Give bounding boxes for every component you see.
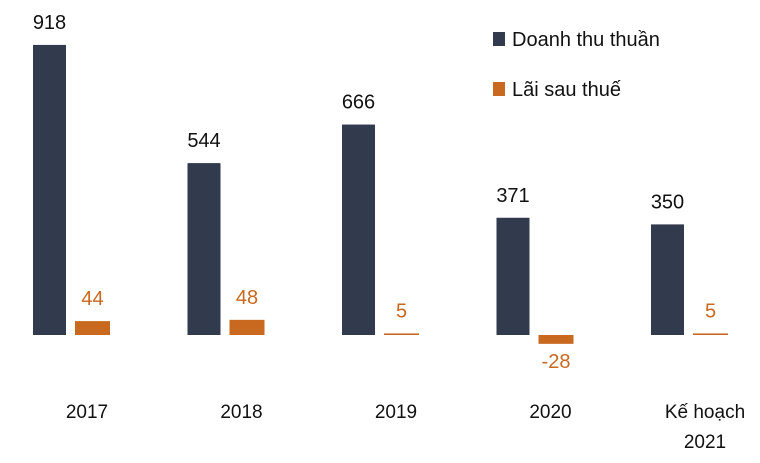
category-label: 2020	[529, 402, 572, 423]
value-label: 350	[651, 191, 684, 213]
bar	[384, 333, 419, 335]
category-label: 2018	[220, 402, 263, 423]
bar	[693, 333, 728, 335]
bar	[651, 224, 684, 335]
legend-label: Lãi sau thuế	[512, 79, 621, 101]
legend-label: Doanh thu thuần	[512, 29, 660, 51]
bar	[538, 335, 574, 344]
bar	[229, 319, 265, 335]
legend-swatch	[493, 32, 505, 46]
bar	[496, 217, 530, 335]
value-label: 666	[342, 92, 375, 114]
bar	[187, 163, 221, 335]
value-label: 5	[705, 300, 716, 322]
value-label: 5	[396, 300, 407, 322]
value-label: 44	[81, 288, 103, 310]
value-label: -28	[542, 351, 571, 373]
bar	[75, 321, 110, 335]
legend-swatch	[493, 82, 505, 96]
value-label: 918	[33, 12, 66, 34]
bar	[33, 44, 66, 336]
category-label: 2017	[65, 402, 109, 423]
value-label: 544	[187, 130, 220, 152]
category-label: 2019	[374, 402, 418, 423]
value-label: 48	[236, 287, 258, 309]
category-label: Kế hoạch 2021	[664, 402, 746, 453]
bar	[342, 124, 375, 335]
value-label: 371	[496, 185, 529, 207]
